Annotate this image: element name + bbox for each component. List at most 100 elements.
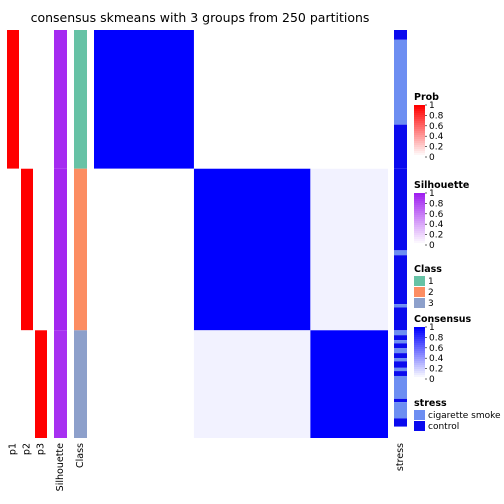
stress-run-cigarette-smoke xyxy=(394,358,407,362)
legend-consensus-gradient-step xyxy=(414,363,425,366)
stress-run-control xyxy=(394,255,407,305)
legend-silhouette-gradient-step xyxy=(414,211,425,214)
legend-silhouette-gradient-step xyxy=(414,231,425,234)
legend-prob-gradient-step xyxy=(414,111,425,114)
consensus-block-2-1 xyxy=(94,168,194,331)
legend-prob-gradient-step xyxy=(414,153,425,156)
legend-consensus-tick-label: 0.2 xyxy=(429,365,443,375)
legend-consensus-gradient-step xyxy=(414,339,425,342)
legend-consensus-gradient-step xyxy=(414,341,425,344)
legend-consensus-gradient-step xyxy=(414,335,425,338)
consensus-block-3-3 xyxy=(310,330,388,438)
legend-silhouette-tick-label: 0.2 xyxy=(429,231,443,241)
legend-silhouette-gradient-step xyxy=(414,223,425,226)
prob-cell-p2-class-3 xyxy=(21,330,33,438)
legend-consensus-gradient-step xyxy=(414,343,425,346)
prob-cell-p2-class-1 xyxy=(21,30,33,169)
legend-title-class: Class xyxy=(414,264,442,275)
legend-silhouette-gradient-step xyxy=(414,229,425,232)
stress-run-cigarette-smoke xyxy=(394,304,407,308)
stress-run-cigarette-smoke xyxy=(394,348,407,354)
legend-class-label: 2 xyxy=(428,288,434,298)
legend-class-swatch xyxy=(414,276,425,286)
legend-silhouette-gradient-step xyxy=(414,213,425,216)
legend-title-silhouette: Silhouette xyxy=(414,180,469,191)
legend-silhouette-gradient-step xyxy=(414,199,425,202)
prob-cell-p3-class-3 xyxy=(35,330,47,438)
legend-silhouette-gradient-step xyxy=(414,227,425,230)
class-cell-3 xyxy=(74,330,87,438)
legend-stress-label: control xyxy=(428,422,459,432)
stress-run-control xyxy=(394,168,407,251)
legend-consensus-gradient-step xyxy=(414,353,425,356)
legend-silhouette-gradient-step xyxy=(414,225,425,228)
legend-prob-gradient-step xyxy=(414,137,425,140)
stress-run-cigarette-smoke xyxy=(394,402,407,419)
legend-prob-gradient-step xyxy=(414,115,425,118)
legend-prob-gradient-step xyxy=(414,141,425,144)
stress-run-cigarette-smoke xyxy=(394,250,407,256)
legend-class-label: 3 xyxy=(428,299,434,309)
prob-cell-p3-class-1 xyxy=(35,30,47,169)
annotation-bars xyxy=(7,30,87,438)
legend-silhouette-gradient-step xyxy=(414,217,425,220)
legend-consensus-gradient-step xyxy=(414,357,425,360)
column-label-p1: p1 xyxy=(8,443,19,455)
legend-prob-gradient-step xyxy=(414,131,425,134)
legend-prob-gradient-step xyxy=(414,125,425,128)
legend-silhouette-tick-label: 0 xyxy=(429,241,435,251)
legend-prob-gradient-step xyxy=(414,127,425,130)
legend-silhouette-gradient-step xyxy=(414,195,425,198)
chart-title: consensus skmeans with 3 groups from 250… xyxy=(31,10,370,25)
consensus-block-1-1 xyxy=(94,30,194,169)
prob-cell-p2-class-2 xyxy=(21,168,33,331)
legend-consensus-gradient-step xyxy=(414,337,425,340)
legend-silhouette-gradient-step xyxy=(414,215,425,218)
silhouette-cell-class-1 xyxy=(54,30,67,169)
legend-prob-gradient-step xyxy=(414,109,425,112)
legend-prob-gradient-step xyxy=(414,139,425,142)
legend-silhouette-tick-label: 0.8 xyxy=(429,199,444,209)
legend-prob-gradient-step xyxy=(414,151,425,154)
legend-silhouette-gradient-step xyxy=(414,201,425,204)
legend-consensus-gradient-step xyxy=(414,359,425,362)
legend-consensus-gradient-step xyxy=(414,371,425,374)
legend-silhouette-gradient-step xyxy=(414,237,425,240)
legend-prob-gradient-step xyxy=(414,105,425,108)
consensus-block-1-2 xyxy=(193,30,311,169)
legend-consensus-gradient-step xyxy=(414,351,425,354)
consensus-block-1-3 xyxy=(310,30,388,169)
legend-prob-gradient-step xyxy=(414,149,425,152)
legend-prob-gradient-step xyxy=(414,113,425,116)
legend-silhouette-gradient-step xyxy=(414,209,425,212)
legend-silhouette-gradient-step xyxy=(414,243,425,246)
legend-consensus-gradient-step xyxy=(414,347,425,350)
stress-run-control xyxy=(394,418,407,427)
legend-prob-gradient-step xyxy=(414,147,425,150)
legend-prob-tick-label: 1 xyxy=(429,101,435,111)
stress-run-cigarette-smoke xyxy=(394,39,407,125)
prob-cell-p1-class-1 xyxy=(7,30,19,169)
column-label-silhouette: Silhouette xyxy=(55,443,66,491)
silhouette-cell-class-2 xyxy=(54,168,67,331)
legend-silhouette-gradient-step xyxy=(414,207,425,210)
legend-class-label: 1 xyxy=(428,277,434,287)
legend-consensus-gradient-step xyxy=(414,331,425,334)
legend-consensus-gradient-step xyxy=(414,345,425,348)
legend-silhouette-tick-label: 0.4 xyxy=(429,220,444,230)
legend-silhouette-gradient-step xyxy=(414,221,425,224)
legend-consensus-gradient-step xyxy=(414,375,425,378)
legend-silhouette-tick-label: 0.6 xyxy=(429,210,444,220)
stress-run-control xyxy=(394,30,407,40)
stress-bar xyxy=(394,30,407,427)
legend-consensus-gradient-step xyxy=(414,369,425,372)
legend-prob-gradient-step xyxy=(414,129,425,132)
legend-prob-gradient-step xyxy=(414,145,425,148)
legend-prob-tick-label: 0 xyxy=(429,153,435,163)
legend-silhouette-gradient-step xyxy=(414,203,425,206)
consensus-block-3-2 xyxy=(193,330,311,438)
legend-class-swatch xyxy=(414,287,425,297)
legend-consensus-gradient-step xyxy=(414,349,425,352)
consensus-block-2-2 xyxy=(193,168,311,331)
